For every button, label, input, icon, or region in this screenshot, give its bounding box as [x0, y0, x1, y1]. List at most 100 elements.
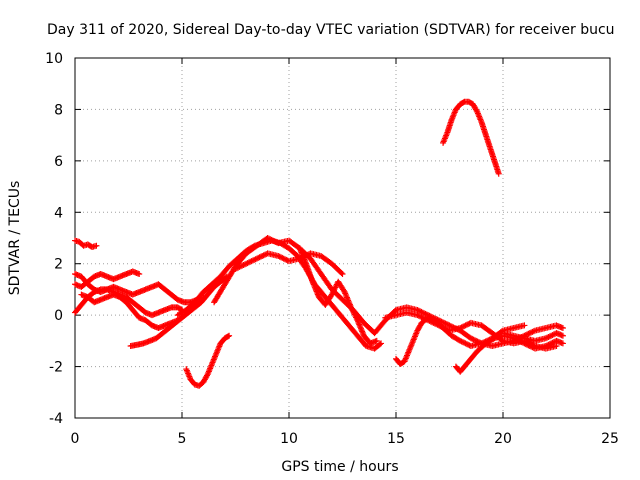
- data-point: [257, 253, 264, 260]
- data-point: [340, 287, 347, 294]
- data-point: [459, 323, 466, 330]
- x-axis-label: GPS time / hours: [281, 459, 398, 475]
- data-point: [253, 255, 260, 262]
- grid: [75, 58, 610, 418]
- data-point: [277, 254, 284, 261]
- data-point: [465, 321, 472, 328]
- data-point: [516, 337, 523, 344]
- plot-frame: [74, 57, 611, 419]
- data-point: [259, 253, 266, 259]
- data-point: [462, 322, 469, 329]
- data-point: [443, 321, 450, 328]
- data-point: [376, 341, 383, 348]
- data-point: [524, 341, 531, 348]
- data-point: [237, 263, 244, 270]
- data-point: [248, 258, 255, 265]
- data-point: [559, 332, 566, 339]
- data-point: [528, 343, 535, 350]
- data-point: [544, 342, 551, 349]
- data-point: [271, 238, 278, 245]
- data-point: [463, 341, 470, 348]
- data-point: [93, 242, 100, 249]
- data-point: [526, 330, 533, 337]
- x-tick-label: 25: [601, 431, 619, 447]
- data-point: [417, 313, 424, 320]
- series-tail-arc-c: [393, 314, 528, 367]
- data-point: [542, 343, 549, 349]
- x-tick-label: 5: [178, 431, 187, 447]
- data-point: [442, 320, 449, 327]
- data-point: [441, 319, 448, 326]
- data-point: [414, 307, 421, 313]
- data-point: [418, 308, 425, 315]
- data-point: [235, 264, 242, 271]
- x-tick-label: 10: [280, 431, 298, 447]
- data-point: [525, 330, 532, 337]
- y-tick-label: 4: [54, 205, 63, 221]
- data-point: [279, 254, 286, 261]
- data-point: [490, 336, 497, 343]
- data-point: [459, 339, 466, 346]
- data-point: [415, 307, 422, 314]
- x-tick-label: 20: [494, 431, 512, 447]
- y-tick-label: -2: [49, 360, 63, 376]
- x-tick-label: 0: [71, 431, 80, 447]
- data-point: [463, 321, 470, 328]
- data-point: [244, 260, 251, 267]
- data-point: [251, 256, 258, 263]
- data-point: [526, 343, 533, 349]
- data-point: [549, 339, 556, 346]
- data-point: [233, 265, 240, 272]
- data-point: [495, 170, 502, 177]
- data-point: [445, 321, 452, 328]
- data-point: [419, 309, 426, 316]
- data-point: [415, 312, 422, 319]
- data-point: [529, 328, 536, 335]
- data-point: [462, 340, 469, 347]
- data-point: [417, 308, 424, 315]
- data-point: [458, 324, 465, 331]
- data-point: [545, 334, 552, 340]
- chart-title: Day 311 of 2020, Sidereal Day-to-day VTE…: [47, 22, 615, 38]
- data-point: [260, 252, 267, 259]
- data-point: [378, 340, 385, 347]
- data-point: [550, 331, 557, 338]
- data-point: [473, 337, 480, 344]
- data-point: [268, 236, 275, 243]
- data-point: [283, 256, 290, 263]
- data-point: [269, 237, 276, 244]
- data-point: [465, 341, 472, 348]
- data-point: [339, 271, 346, 277]
- data-point: [545, 341, 552, 348]
- x-tick-label: 15: [387, 431, 405, 447]
- data-point: [559, 325, 566, 331]
- data-point: [544, 334, 551, 341]
- data-point: [458, 338, 465, 345]
- series-high-arc: [440, 98, 502, 177]
- data-point: [225, 333, 232, 340]
- data-point: [267, 236, 274, 243]
- data-point: [275, 253, 282, 259]
- series-arc-c: [72, 268, 143, 290]
- y-tick-label: 0: [54, 308, 63, 324]
- data-point: [261, 251, 268, 258]
- data-point: [470, 336, 477, 343]
- data-point: [457, 337, 464, 344]
- data-point: [549, 332, 556, 339]
- data-point: [548, 340, 555, 347]
- data-point: [521, 340, 528, 347]
- data-point: [461, 339, 468, 346]
- data-point: [529, 344, 536, 351]
- data-point: [422, 310, 429, 317]
- data-points: [72, 98, 566, 389]
- data-point: [461, 323, 468, 330]
- data-point: [457, 325, 464, 331]
- data-point: [530, 328, 537, 335]
- series-dip-arc: [183, 332, 233, 389]
- data-point: [236, 263, 243, 270]
- data-point: [521, 322, 528, 329]
- data-point: [542, 335, 549, 342]
- data-point: [467, 335, 474, 342]
- data-point: [240, 262, 247, 268]
- data-point: [256, 254, 263, 261]
